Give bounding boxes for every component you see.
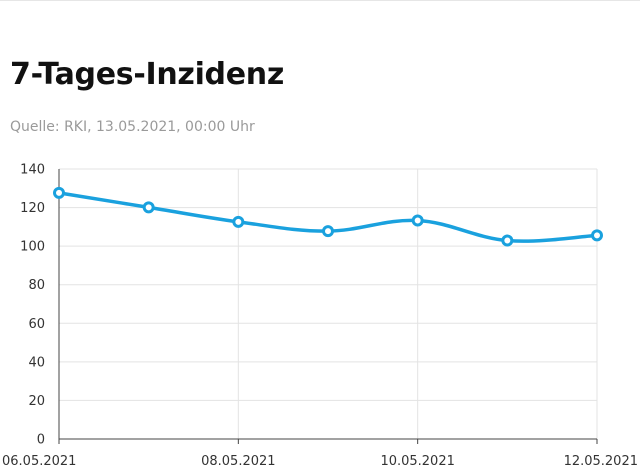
- label-layer: 0 20 40 60 80 100 120 140 06.05.2021 08.05.2021 10…: [2, 163, 638, 470]
- top-divider: [0, 0, 640, 1]
- series-layer: [53, 186, 603, 247]
- y-tick-label: 140: [20, 163, 45, 178]
- x-tick-label: 12.05.2021: [564, 454, 638, 469]
- data-point[interactable]: [322, 225, 334, 238]
- y-tick-label: 20: [28, 394, 45, 409]
- data-point[interactable]: [142, 201, 155, 214]
- y-tick-label: 60: [28, 317, 45, 332]
- data-point[interactable]: [53, 186, 65, 199]
- y-tick-label: 80: [28, 278, 45, 293]
- source-note: Quelle: RKI, 13.05.2021, 00:00 Uhr: [10, 119, 255, 135]
- data-point[interactable]: [232, 215, 245, 228]
- data-point[interactable]: [591, 229, 603, 242]
- y-tick-label: 40: [28, 355, 45, 370]
- chart-title: 7-Tages-Inzidenz: [10, 57, 284, 92]
- axis-layer: [58, 169, 598, 444]
- data-point[interactable]: [411, 214, 424, 227]
- data-point[interactable]: [501, 234, 514, 247]
- x-tick-label: 06.05.2021: [2, 454, 76, 469]
- x-tick-label: 10.05.2021: [380, 454, 454, 469]
- y-tick-label: 100: [20, 240, 45, 255]
- grid-layer: [58, 168, 598, 439]
- y-tick-label: 120: [20, 201, 45, 216]
- y-tick-label: 0: [37, 433, 45, 448]
- x-tick-label: 08.05.2021: [201, 454, 275, 469]
